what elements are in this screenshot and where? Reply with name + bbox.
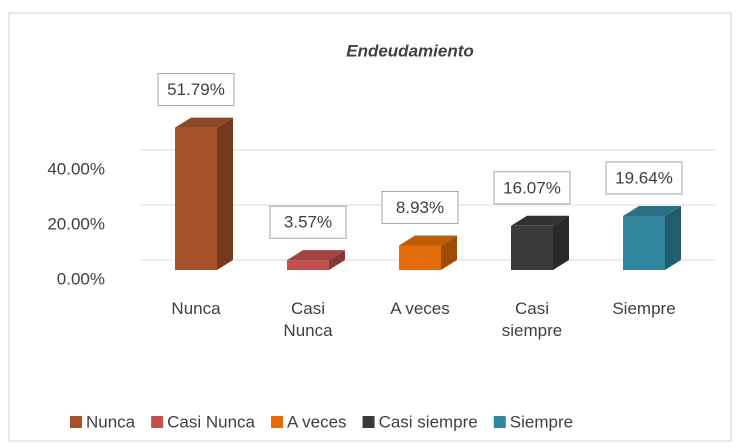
legend-label: Nunca: [86, 412, 136, 431]
bar-face: [623, 205, 681, 216]
bar: [287, 250, 345, 270]
bar-face: [665, 205, 681, 270]
legend-label: Casi siempre: [379, 412, 478, 431]
data-label-box: [381, 190, 459, 224]
bar: [511, 215, 569, 270]
legend-swatch: [151, 416, 164, 428]
data-label: 8.93%: [396, 198, 444, 217]
x-tick-label: Casi siempre: [501, 299, 563, 340]
legend-label: Casi Nunca: [167, 412, 255, 431]
chart-title: Endeudamiento: [346, 41, 474, 60]
x-tick-label: Nunca: [171, 299, 221, 318]
legend-label: Siempre: [510, 412, 573, 431]
x-tick-label: Casi Nunca: [283, 299, 333, 340]
legend-swatch: [271, 416, 284, 428]
legend-swatch: [362, 416, 375, 428]
bar: [399, 235, 457, 270]
data-label-box: [493, 171, 571, 205]
data-label: 51.79%: [167, 80, 225, 99]
x-tick-label: A veces: [390, 299, 450, 318]
bar: [175, 117, 233, 270]
bar-face: [441, 235, 457, 270]
data-label-box: [269, 205, 347, 239]
bar-face: [175, 117, 233, 128]
bar-face: [511, 225, 553, 270]
bar-face: [287, 260, 329, 270]
bar-face: [623, 215, 665, 270]
y-tick-label: 0.00%: [57, 269, 105, 288]
data-label: 19.64%: [615, 168, 673, 187]
bar-face: [329, 250, 345, 270]
data-label: 3.57%: [284, 213, 332, 232]
bar-face: [553, 215, 569, 270]
bar-face: [511, 215, 569, 226]
legend-swatch: [70, 416, 82, 428]
legend-label: A veces: [287, 412, 347, 431]
bar-face: [399, 235, 457, 246]
bar-face: [175, 127, 217, 270]
y-tick-label: 20.00%: [47, 214, 105, 233]
y-tick-label: 40.00%: [47, 159, 105, 178]
x-tick-label: Siempre: [612, 299, 676, 318]
bar-face: [217, 117, 233, 270]
chart-frame: [8, 12, 732, 442]
bar: [623, 205, 681, 270]
data-label-box: [605, 161, 683, 195]
bar-face: [287, 250, 345, 261]
bar-face: [399, 245, 441, 270]
data-label: 16.07%: [503, 178, 561, 197]
data-label-box: [157, 73, 235, 107]
legend-swatch: [493, 416, 506, 428]
